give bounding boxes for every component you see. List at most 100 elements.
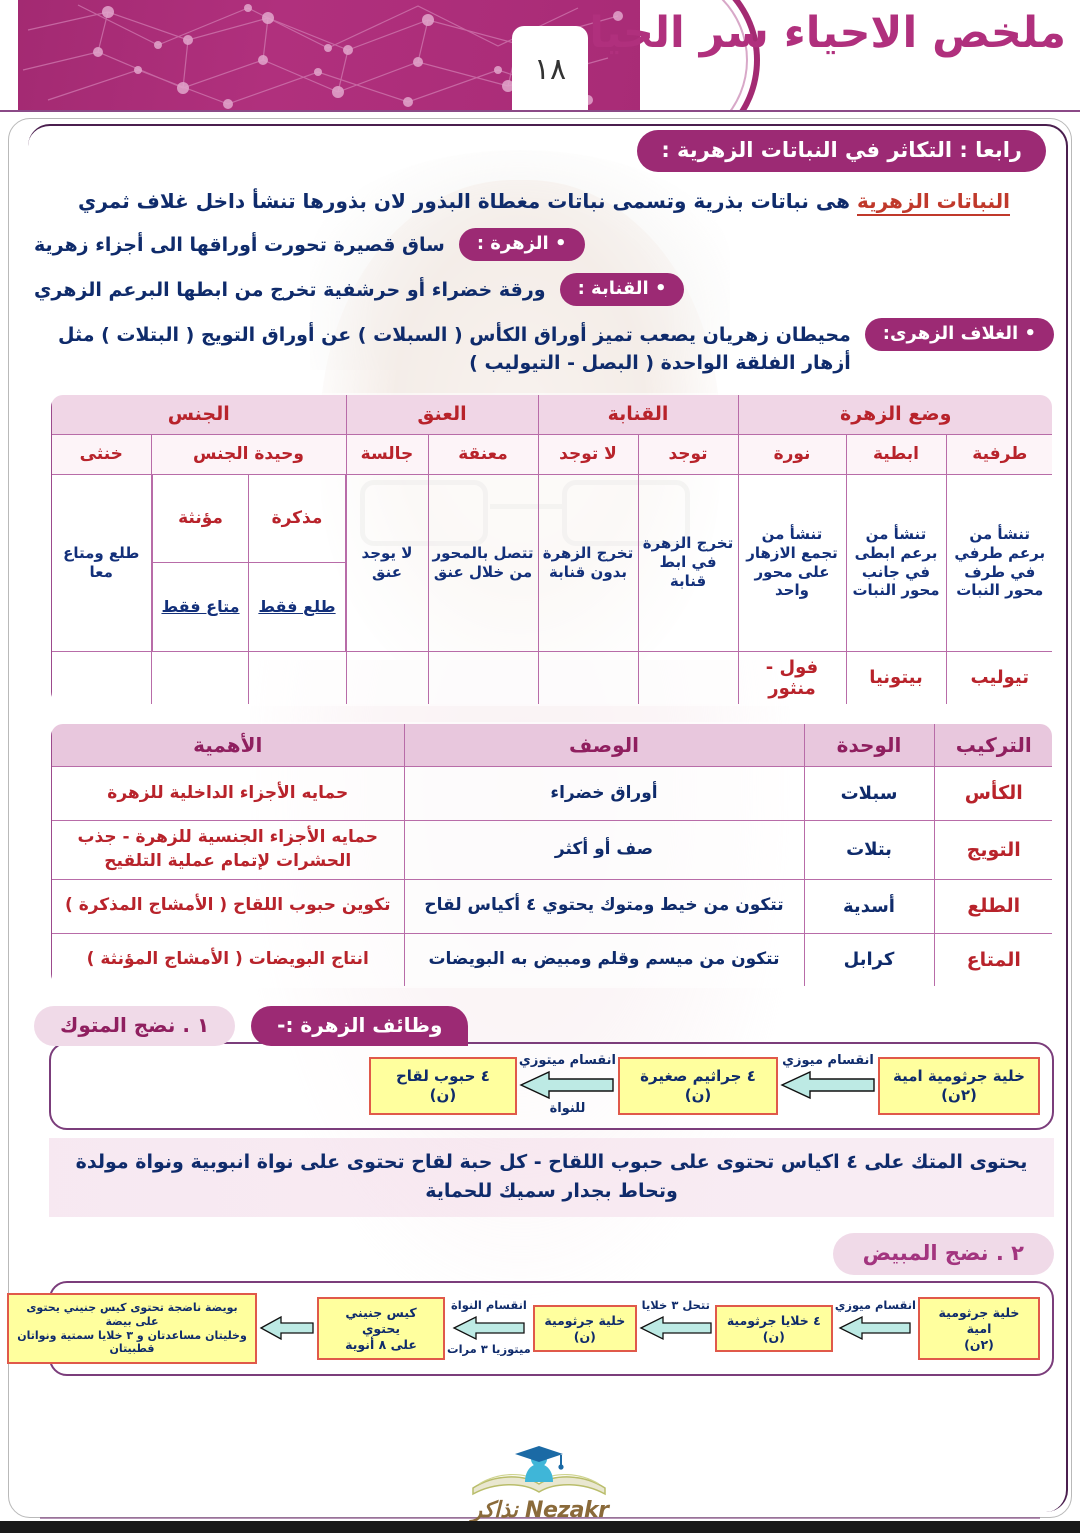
group-header-stalk: العنق [345, 395, 539, 435]
header-arc-decoration [560, 0, 760, 112]
subheader-inflorescence: نورة [737, 433, 847, 475]
arrow-label-degeneration: تتحل ٣ خلايا [641, 1297, 710, 1312]
description-gynoecium: تتكون من ميسم وقلم ومبيض به البويضات [403, 932, 805, 987]
flow-arrow-meiosis: انقسام ميوزي [778, 1054, 878, 1118]
bullet-text-perianth: محيطان زهريان يصعب تميز أوراق الكأس ( ال… [58, 324, 851, 374]
group-header-flower-position: وضع الزهرة [737, 395, 1052, 435]
subheader-axillary: ابطية [845, 433, 947, 475]
value-male: طلع فقط [248, 562, 346, 651]
header-divider [0, 110, 1080, 112]
structure-table-header-row: التركيب الوحدة الوصف الأهمية [51, 723, 1052, 768]
unit-calyx: سبلات [803, 766, 935, 822]
site-logo: Nezakr نذاكر [435, 1444, 645, 1523]
flow-arrow-final [257, 1299, 317, 1359]
page-number-badge: ١٨ [512, 26, 588, 112]
section-heading-row: رابعا : التكاثر في النباتات الزهرية : [34, 130, 1054, 172]
subheader-bract-absent: لا توجد [537, 433, 639, 475]
anther-note: يحتوى المتك على ٤ اكياس تحتوى على حبوب ا… [49, 1138, 1054, 1218]
section-heading: رابعا : التكاثر في النباتات الزهرية : [637, 130, 1046, 172]
flow-node-mother-cell: خلية جرثومية امية (٢ن) [878, 1057, 1040, 1115]
group-header-gender: الجنس [51, 395, 347, 435]
page-title: ملخص الاحياء سر الحياة [563, 8, 1067, 58]
flower-structure-table: التركيب الوحدة الوصف الأهمية الكأس سبلات… [49, 721, 1054, 989]
flow-arrow-meiosis-2: انقسام ميوزي [833, 1298, 918, 1359]
page-frame-inner [28, 124, 1068, 1512]
flow-node-embryo-sac: كيس جنيني يحتوي على ٨ أنوية [317, 1297, 446, 1361]
table-row: المتاع كرابل تتكون من ميسم وقلم ومبيض به… [51, 932, 1052, 987]
flow-row: خلية جرثومية امية (٢ن) انقسام ميوزي ٤ جر… [63, 1054, 1040, 1118]
bullet-row-flower: • الزهرة : ساق قصيرة تحورت أوراقها الى أ… [34, 228, 1054, 261]
cell-inflorescence-desc: تنشأ من تجمع الازهار على محور واحد [737, 473, 847, 652]
example-male [248, 650, 347, 704]
structure-calyx: الكأس [933, 766, 1052, 822]
cell-bract-present-desc: تخرج الزهرة في ابط قنابة [637, 473, 739, 652]
value-female: متاع فقط [151, 562, 250, 651]
page-footer: Nezakr نذاكر [0, 1446, 1080, 1533]
step1-label: ١ . نضج المتوك [34, 1006, 236, 1047]
bullet-text-flower: ساق قصيرة تحورت أوراقها الى أجزاء زهرية [34, 234, 445, 256]
table-subheader-row: طرفية ابطية نورة توجد لا توجد معنقة جالس… [51, 433, 1052, 475]
footer-divider [40, 1517, 1040, 1519]
table-group-header-row: وضع الزهرة القنابة العنق الجنس [51, 395, 1052, 435]
description-corolla: صف أو أكثر [403, 820, 805, 880]
example-bract-absent [537, 650, 639, 704]
example-bract-present [637, 650, 739, 704]
footer-bar [0, 1521, 1080, 1533]
definition-text: هى نباتات بذرية وتسمى نباتات مغطاة البذو… [78, 189, 850, 213]
subheader-stalked: معنقة [427, 433, 539, 475]
cell-hermaphrodite-desc: طلع ومتاع معا [51, 473, 152, 652]
arrow-sublabel-mitosis: للنواة [549, 1101, 586, 1117]
logo-text-ar: نذاكر [471, 1498, 518, 1523]
unit-gynoecium: كرابل [803, 932, 935, 987]
table-row: الكأس سبلات أوراق خضراء حمايه الأجزاء ال… [51, 766, 1052, 822]
anther-maturation-flow: خلية جرثومية امية (٢ن) انقسام ميوزي ٤ جر… [49, 1042, 1054, 1131]
page-header: ملخص الاحياء سر الحياة ١٨ [0, 0, 1080, 112]
example-axillary: بيتونيا [845, 650, 947, 704]
arrow-left-icon [259, 1315, 314, 1340]
ovary-maturation-flow: خلية جرثومية امية (٢ن) انقسام ميوزي ٤ خل… [7, 1281, 1054, 1377]
subheader-unisexual: وحيدة الجنس [150, 433, 347, 475]
page-content: رابعا : التكاثر في النباتات الزهرية : ال… [7, 130, 1054, 1377]
header-description: الوصف [403, 723, 805, 768]
header-unit: الوحدة [803, 723, 935, 768]
bullet-label-perianth: • الغلاف الزهرى: [864, 318, 1054, 351]
arrow-left-icon [519, 1071, 615, 1100]
cell-terminal-desc: تنشأ من برعم طرفي في طرف محور النبات [945, 473, 1052, 652]
bullet-row-bract: • القنابة : ورقة خضراء أو حرشفية تخرج من… [34, 273, 1054, 306]
cell-stalked-desc: تتصل بالمحور من خلال عنق [427, 473, 539, 652]
arrow-label-mitosis: انقسام ميتوزي [518, 1053, 616, 1069]
bullet-row-perianth: • الغلاف الزهرى: محيطان زهريان يصعب تميز… [34, 318, 1054, 377]
functions-heading-row: وظائف الزهرة :- ١ . نضج المتوك [34, 1006, 1054, 1047]
subheader-hermaphrodite: خنثى [51, 433, 152, 475]
subheader-bract-present: توجد [637, 433, 739, 475]
description-androecium: تتكون من خيط ومتوك يحتوي ٤ أكياس لقاح [403, 878, 805, 934]
subheader-sessile: جالسة [345, 433, 429, 475]
structure-androecium: الطلع [933, 878, 1052, 934]
unit-corolla: بتلات [803, 820, 935, 880]
definition-term: النباتات الزهرية [856, 189, 1010, 216]
header-arc-decoration-inner [572, 0, 748, 112]
bullet-label-flower: • الزهرة : [458, 228, 585, 261]
label-female: مؤنثة [151, 474, 250, 564]
cell-axillary-desc: تنشأ من برعم ابطى في جانب محور النبات [845, 473, 947, 652]
importance-calyx: حمايه الأجزاء الداخلية للزهرة [51, 766, 405, 822]
header-importance: الأهمية [51, 723, 405, 768]
example-female [150, 650, 250, 704]
flower-position-table: وضع الزهرة القنابة العنق الجنس طرفية ابط… [49, 393, 1054, 706]
structure-corolla: التويج [933, 820, 1052, 880]
cell-unisexual-split: مذكرة مؤنثة طلع فقط متاع فقط [151, 474, 346, 651]
cell-bract-absent-desc: تخرج الزهرة بدون قنابة [537, 473, 639, 652]
table-example-row: تيوليب بيتونيا فول - منثور [51, 650, 1052, 704]
arrow-left-icon [838, 1315, 912, 1340]
flow-arrow-nuclear-division: انقسام النواة ميتوزيا ٣ مرات [445, 1297, 533, 1359]
flow-node-four-cells: ٤ خلايا جرثومية (ن) [714, 1305, 833, 1353]
example-sessile [345, 650, 429, 704]
structure-gynoecium: المتاع [933, 932, 1052, 987]
arrow-label-nuclear-division: انقسام النواة [450, 1297, 527, 1312]
flow-node-mature-ovule: بويضة ناضجة تحتوى كيس جنيني يحتوى على بي… [7, 1293, 258, 1365]
arrow-left-icon [452, 1315, 525, 1340]
flow-arrow-degeneration: تتحل ٣ خلايا [637, 1297, 715, 1359]
table-body-row: تنشأ من برعم طرفي في طرف محور النبات تنش… [51, 473, 1052, 652]
bullet-text-bract: ورقة خضراء أو حرشفية تخرج من ابطها البرع… [34, 279, 546, 301]
arrow-label-meiosis: انقسام ميوزي [782, 1053, 874, 1069]
